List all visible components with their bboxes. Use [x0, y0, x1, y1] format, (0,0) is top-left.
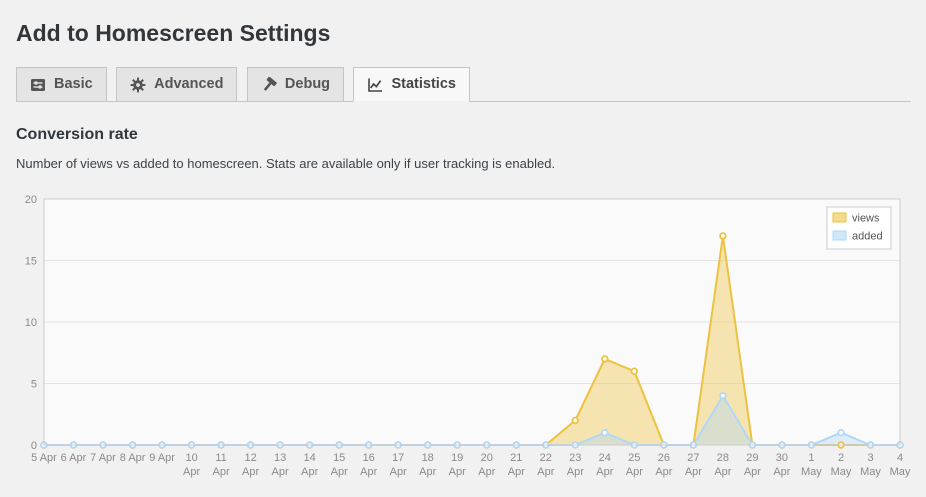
x-tick-label: Apr: [685, 466, 702, 478]
tab-debug[interactable]: Debug: [246, 66, 345, 103]
series-area-added: [44, 396, 900, 446]
legend-label-added: added: [852, 231, 883, 243]
tab-statistics-label: Statistics: [391, 75, 456, 92]
x-tick-label: 14: [304, 452, 316, 464]
x-tick-label: 16: [363, 452, 375, 464]
x-tick-label: 15: [333, 452, 345, 464]
x-tick-label: 8 Apr: [120, 452, 146, 464]
conversion-rate-chart: 0 5 10 15 20 5 Apr 6 Apr 7 Apr 8 Apr 9 Apr 10 Apr 11…: [16, 191, 912, 491]
x-tick-label: 9 Apr: [149, 452, 175, 464]
x-tick-label: 26: [658, 452, 670, 464]
x-tick-label: 1: [808, 452, 814, 464]
x-tick-label: May: [831, 466, 852, 478]
y-tick-label: 5: [31, 379, 37, 391]
conversion-rate-heading: Conversion rate: [16, 126, 138, 144]
x-tick-label: Apr: [508, 466, 525, 478]
sliders-icon: [30, 77, 46, 93]
x-tick-label: 17: [392, 452, 404, 464]
legend-swatch-views: [832, 212, 847, 223]
x-tick-label: Apr: [714, 466, 731, 478]
x-tick-label: Apr: [567, 466, 584, 478]
legend-label-views: views: [852, 213, 880, 225]
legend-swatch-added: [832, 230, 847, 241]
x-tick-label: Apr: [744, 466, 761, 478]
x-tick-label: Apr: [360, 466, 377, 478]
x-tick-label: Apr: [419, 466, 436, 478]
x-tick-label: 4: [897, 452, 903, 464]
x-tick-label: 2: [838, 452, 844, 464]
x-tick-label: Apr: [301, 466, 318, 478]
x-tick-label: Apr: [449, 466, 466, 478]
x-tick-label: 27: [687, 452, 699, 464]
data-point-views: [571, 416, 579, 425]
chart-icon: [367, 77, 383, 93]
data-point-views: [630, 367, 638, 376]
hammer-icon: [261, 76, 277, 93]
x-tick-label: Apr: [331, 466, 348, 478]
x-tick-label: 30: [776, 452, 788, 464]
data-point-views: [719, 232, 727, 240]
x-tick-label: 5 Apr: [31, 452, 57, 464]
data-point-added: [719, 392, 727, 400]
x-tick-label: 6 Apr: [61, 452, 87, 464]
tab-advanced[interactable]: Advanced: [116, 66, 238, 103]
data-point-views: [601, 355, 609, 363]
y-tick-label: 15: [25, 256, 37, 268]
x-tick-label: Apr: [596, 466, 613, 478]
series-area-views: [44, 236, 900, 446]
x-tick-label: 7 Apr: [90, 452, 116, 464]
x-tick-label: 29: [746, 452, 758, 464]
tab-statistics[interactable]: Statistics: [353, 66, 470, 103]
x-tick-label: Apr: [242, 466, 259, 478]
tab-advanced-label: Advanced: [154, 75, 224, 92]
x-tick-label: Apr: [272, 466, 289, 478]
x-tick-label: 20: [481, 452, 493, 464]
x-tick-label: Apr: [655, 466, 672, 478]
conversion-rate-description: Number of views vs added to homescreen. …: [16, 156, 556, 172]
tab-basic[interactable]: Basic: [16, 66, 107, 103]
x-tick-label: 28: [717, 452, 729, 464]
x-tick-label: May: [860, 466, 881, 478]
x-tick-label: 22: [540, 452, 552, 464]
x-tick-label: 23: [569, 452, 581, 464]
y-tick-label: 0: [31, 440, 37, 452]
x-tick-label: May: [890, 466, 911, 478]
data-point-added: [837, 429, 845, 437]
x-tick-label: 11: [215, 452, 226, 464]
y-tick-label: 10: [25, 317, 37, 329]
x-tick-label: 25: [628, 452, 640, 464]
x-tick-label: 18: [422, 452, 434, 464]
x-tick-label: 10: [185, 452, 197, 464]
chart-legend: views added: [826, 206, 892, 250]
x-tick-label: Apr: [478, 466, 495, 478]
x-tick-label: 21: [510, 452, 522, 464]
data-point-added: [601, 429, 609, 437]
x-tick-label: 24: [599, 452, 611, 464]
x-tick-label: Apr: [213, 466, 230, 478]
x-tick-label: Apr: [626, 466, 643, 478]
settings-tabs: Basic: [16, 66, 911, 103]
x-tick-label: Apr: [390, 466, 407, 478]
x-tick-label: 13: [274, 452, 286, 464]
plot-border: [43, 198, 901, 446]
x-tick-label: 12: [244, 452, 256, 464]
tab-debug-label: Debug: [284, 75, 331, 92]
x-tick-label: May: [801, 466, 822, 478]
page-title: Add to Homescreen Settings: [16, 20, 331, 46]
x-tick-label: 3: [867, 452, 873, 464]
x-tick-label: 19: [451, 452, 463, 464]
x-tick-label: Apr: [773, 466, 790, 478]
x-tick-label: Apr: [183, 466, 200, 478]
y-tick-label: 20: [25, 194, 37, 206]
gear-icon: [130, 77, 146, 93]
tab-basic-label: Basic: [54, 75, 93, 92]
x-tick-label: Apr: [537, 466, 554, 478]
